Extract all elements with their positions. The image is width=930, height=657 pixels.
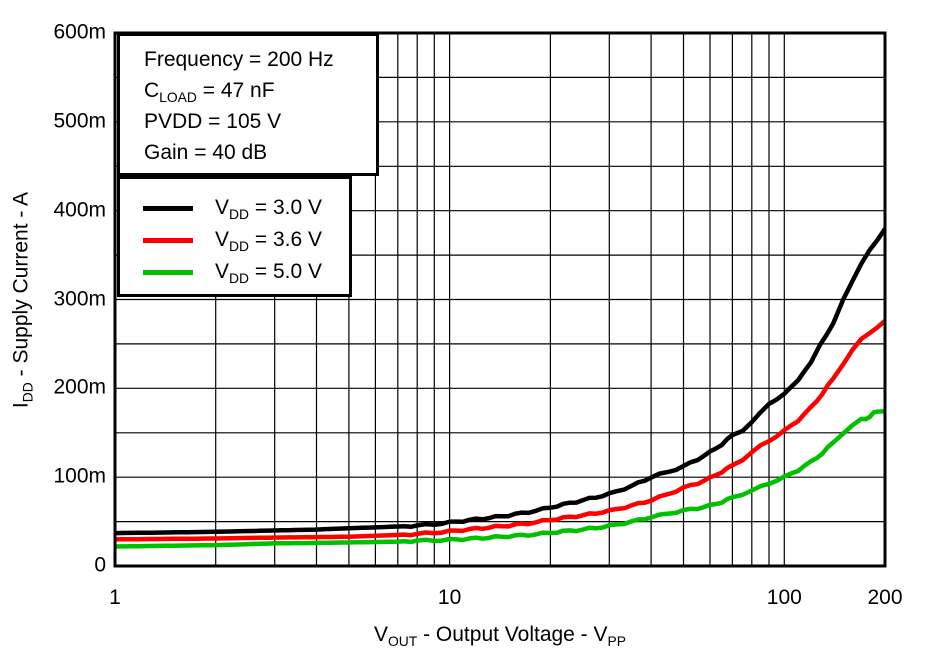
legend-row-2: VDD = 5.0 V	[120, 256, 349, 288]
subscript-text: OUT	[387, 633, 418, 650]
x-tick-label: 10	[437, 586, 462, 609]
x-axis-title: VOUT - Output Voltage - VPP	[115, 623, 885, 650]
annotation-line: CLOAD = 47 nF	[144, 75, 376, 106]
y-tick-label: 500m	[53, 109, 106, 133]
text-run: PVDD = 105 V	[144, 110, 282, 133]
y-tick-label: 300m	[53, 287, 106, 311]
legend-row-0: VDD = 3.0 V	[120, 192, 349, 224]
plot-frame	[113, 31, 887, 568]
text-run: V	[215, 196, 230, 219]
subscript-text: DD	[229, 238, 250, 255]
annotation-line: PVDD = 105 V	[144, 106, 376, 137]
annotation-line: Gain = 40 dB	[144, 137, 376, 168]
text-run: Frequency = 200 Hz	[144, 48, 334, 71]
subscript-text: DD	[19, 382, 36, 403]
y-axis-title: IDD - Supply Current - A	[9, 34, 36, 567]
text-run: C	[144, 79, 160, 102]
y-tick-label: 100m	[53, 464, 106, 488]
text-run: - Output Voltage - V	[417, 623, 608, 646]
legend-line-swatch	[143, 269, 193, 275]
legend-line-swatch	[143, 237, 193, 243]
series-curve-1	[114, 319, 887, 542]
legend-row-1: VDD = 3.6 V	[120, 224, 349, 256]
subscript-text: DD	[229, 270, 250, 287]
conditions-annotation-box: Frequency = 200 Hz CLOAD = 47 nF PVDD = 10…	[117, 33, 379, 176]
text-run: = 5.0 V	[249, 260, 323, 283]
legend-label: VDD = 5.0 V	[215, 260, 323, 287]
text-run: = 3.6 V	[249, 228, 323, 251]
text-run: V	[373, 623, 388, 646]
y-tick-label: 600m	[53, 20, 106, 44]
x-tick-label: 1	[109, 586, 121, 609]
series-curve-2	[114, 409, 886, 549]
annotation-line: Frequency = 200 Hz	[144, 44, 376, 75]
x-tick-label: 100	[766, 586, 802, 609]
subscript-text: DD	[229, 206, 250, 223]
text-run: - Supply Current - A	[9, 191, 33, 383]
legend: VDD = 3.0 V VDD = 3.6 V VDD = 5.0 V	[117, 176, 352, 297]
series-curve-0	[114, 227, 887, 536]
text-run: = 47 nF	[196, 79, 275, 102]
subscript-text: LOAD	[159, 89, 197, 106]
y-tick-label: 0	[94, 553, 106, 577]
subscript-text: PP	[607, 633, 627, 650]
text-run: V	[215, 228, 230, 251]
y-tick-label: 400m	[53, 198, 106, 222]
text-run: = 3.0 V	[249, 196, 323, 219]
y-tick-label: 200m	[53, 375, 106, 399]
x-tick-label: 200	[867, 586, 903, 609]
legend-label: VDD = 3.0 V	[215, 196, 323, 223]
text-run: I	[9, 402, 33, 409]
legend-label: VDD = 3.6 V	[215, 228, 323, 255]
text-run: V	[215, 260, 230, 283]
text-run: Gain = 40 dB	[144, 141, 268, 164]
legend-line-swatch	[143, 205, 193, 211]
